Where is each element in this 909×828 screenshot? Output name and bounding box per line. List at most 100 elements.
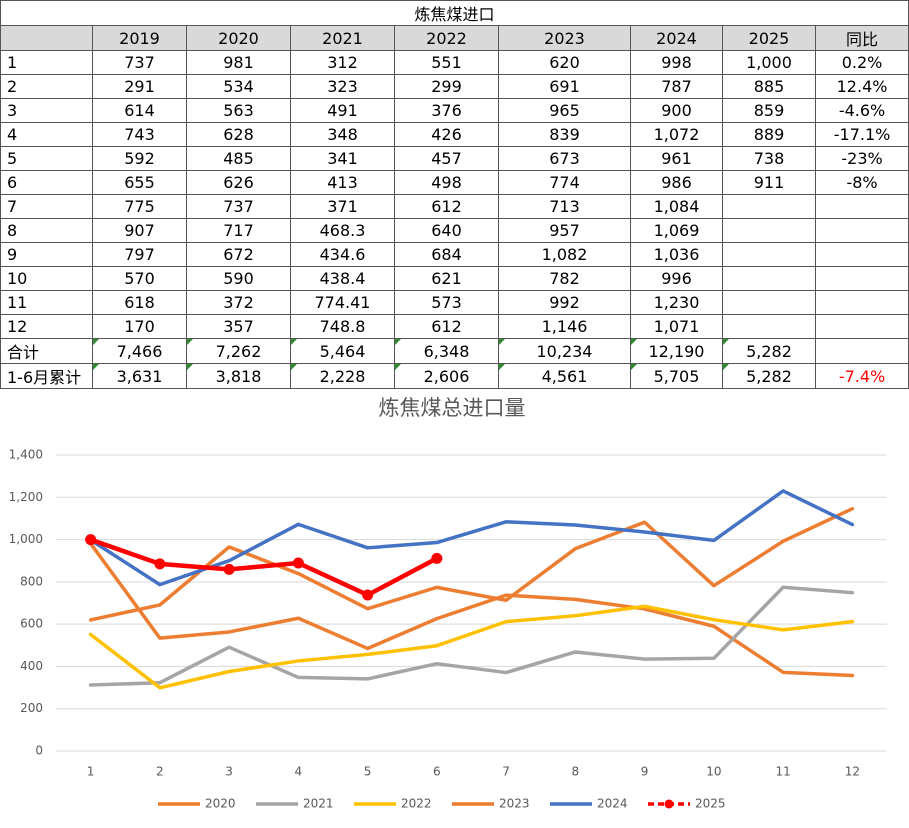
table-cell: 1,069 (630, 218, 723, 243)
table-cell: 1,072 (630, 122, 723, 147)
data-row: 1-6月累计 3,631 3,818 2,228 2,606 4,561 5,705 5,28… (0, 363, 909, 389)
data-row: 1 737 981 312 551 620 998 1,000 0.2% (0, 50, 909, 75)
table-cell: 614 (92, 98, 187, 123)
table-cell: 434.6 (290, 242, 395, 267)
row-label: 3 (0, 98, 93, 123)
table-cell: -23% (814, 146, 909, 171)
legend-label: 2025 (695, 797, 726, 811)
data-table: 炼焦煤进口 2019 2020 2021 2022 2023 2024 2025 同比 1 737 9… (0, 0, 909, 389)
empty-cell (722, 242, 816, 267)
table-cell: 12.4% (814, 74, 909, 99)
table-cell: 628 (186, 122, 291, 147)
table-cell: 570 (92, 266, 187, 291)
x-tick-label: 9 (641, 765, 649, 779)
table-cell: 986 (630, 170, 723, 195)
table-cell: 348 (290, 122, 395, 147)
column-header: 2019 (92, 25, 187, 51)
table-cell: 5,282 (722, 338, 816, 364)
table-cell: 491 (290, 98, 395, 123)
table-cell: 911 (722, 170, 816, 195)
title-row: 炼焦煤进口 (0, 0, 909, 26)
table-cell: 457 (394, 146, 499, 171)
y-tick-label: 600 (20, 617, 43, 631)
table-cell: 1,084 (630, 194, 723, 219)
table-cell: 312 (290, 50, 395, 75)
table-cell: -8% (814, 170, 909, 195)
empty-cell (814, 338, 909, 364)
table-cell: 684 (394, 242, 499, 267)
chart-title: 炼焦煤总进口量 (379, 396, 526, 420)
row-label: 1 (0, 50, 93, 75)
data-row: 3 614 563 491 376 965 900 859 -4.6% (0, 98, 909, 123)
x-tick-label: 8 (572, 765, 580, 779)
data-row: 8 907 717 468.3 640 957 1,069 (0, 218, 909, 243)
table-cell: 612 (394, 194, 499, 219)
table-cell: 299 (394, 74, 499, 99)
legend-marker (664, 799, 674, 809)
table-cell: 485 (186, 146, 291, 171)
table-cell: 1,146 (498, 314, 631, 339)
table-cell: 713 (498, 194, 631, 219)
x-tick-label: 6 (433, 765, 441, 779)
empty-cell (722, 290, 816, 315)
table-cell: 839 (498, 122, 631, 147)
table-cell: 573 (394, 290, 499, 315)
table-cell: 775 (92, 194, 187, 219)
empty-cell (722, 194, 816, 219)
row-label: 合计 (0, 338, 93, 364)
x-tick-label: 3 (225, 765, 233, 779)
row-label: 8 (0, 218, 93, 243)
x-tick-label: 4 (295, 765, 303, 779)
data-row: 2 291 534 323 299 691 787 885 12.4% (0, 74, 909, 99)
empty-cell (722, 314, 816, 339)
table-cell: 787 (630, 74, 723, 99)
series-line (88, 585, 855, 687)
column-header: 2022 (394, 25, 499, 51)
series-marker (223, 563, 235, 575)
table-cell: 620 (498, 50, 631, 75)
table-cell: 4,561 (498, 363, 631, 389)
y-tick-label: 800 (20, 574, 43, 588)
y-tick-label: 200 (20, 701, 43, 715)
table-cell: 612 (394, 314, 499, 339)
series-line (88, 506, 855, 622)
empty-cell (814, 194, 909, 219)
series-line (88, 541, 855, 678)
row-label: 4 (0, 122, 93, 147)
legend-label: 2023 (499, 797, 530, 811)
table-cell: 998 (630, 50, 723, 75)
table-cell: 291 (92, 74, 187, 99)
legend-label: 2021 (303, 797, 334, 811)
header-row: 2019 2020 2021 2022 2023 2024 2025 同比 (0, 25, 909, 51)
empty-cell (814, 290, 909, 315)
table-cell: 621 (394, 266, 499, 291)
empty-cell (722, 266, 816, 291)
table-cell: 992 (498, 290, 631, 315)
y-tick-label: 1,200 (9, 490, 43, 504)
table-cell: 5,282 (722, 363, 816, 389)
column-header: 2025 (722, 25, 816, 51)
table-cell: 2,228 (290, 363, 395, 389)
table-cell: 372 (186, 290, 291, 315)
table-cell: 965 (498, 98, 631, 123)
table-cell: 357 (186, 314, 291, 339)
column-header: 2024 (630, 25, 723, 51)
empty-cell (814, 266, 909, 291)
data-row: 6 655 626 413 498 774 986 911 -8% (0, 170, 909, 195)
table-cell: 1,082 (498, 242, 631, 267)
x-tick-label: 11 (775, 765, 790, 779)
table-cell: 774.41 (290, 290, 395, 315)
data-row: 11 618 372 774.41 573 992 1,230 (0, 290, 909, 315)
legend-label: 2024 (597, 797, 628, 811)
row-label: 12 (0, 314, 93, 339)
empty-cell (722, 218, 816, 243)
column-header: 2021 (290, 25, 395, 51)
y-tick-label: 0 (35, 744, 43, 758)
table-cell: 1,000 (722, 50, 816, 75)
series-line (88, 537, 440, 598)
table-title: 炼焦煤进口 (0, 0, 909, 26)
table-cell: 743 (92, 122, 187, 147)
column-header: 同比 (814, 25, 909, 51)
empty-cell (814, 218, 909, 243)
